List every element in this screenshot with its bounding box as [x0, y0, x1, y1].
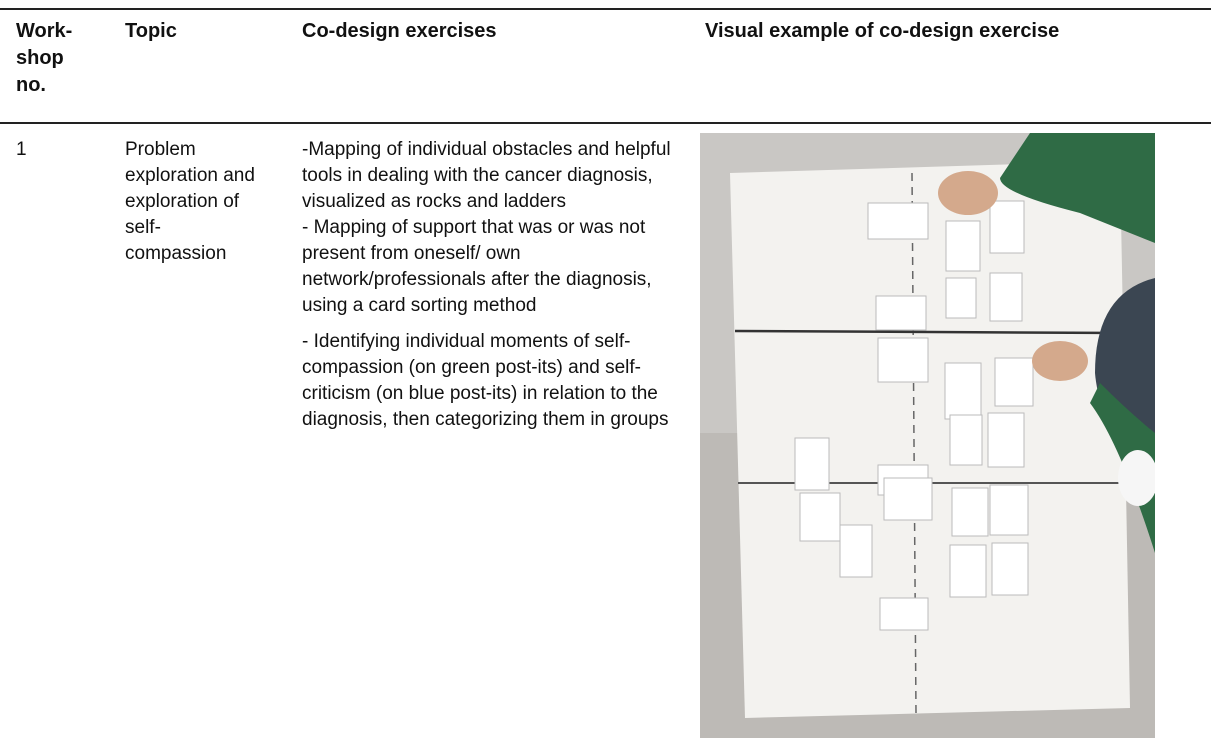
- header-rule: [0, 122, 1211, 124]
- exercise: - Mapping of support that was or was not…: [302, 217, 652, 316]
- workshop-number: 1: [16, 139, 27, 160]
- exercise: -Mapping of individual obstacles and hel…: [302, 139, 671, 212]
- table-top-rule: [0, 8, 1211, 10]
- header-cell: Co-design exercises: [302, 20, 497, 42]
- exercises: -Mapping of individual obstacles and hel…: [302, 137, 692, 433]
- exercise: - Identifying individual moments of self…: [302, 331, 669, 430]
- photo: [700, 133, 1155, 738]
- header-cell: Work-shop no.: [16, 20, 73, 96]
- header-cell: Visual example of co-design exercise: [705, 20, 1060, 42]
- header-cell: Topic: [125, 20, 177, 42]
- topic: Problem exploration and exploration of s…: [125, 139, 255, 264]
